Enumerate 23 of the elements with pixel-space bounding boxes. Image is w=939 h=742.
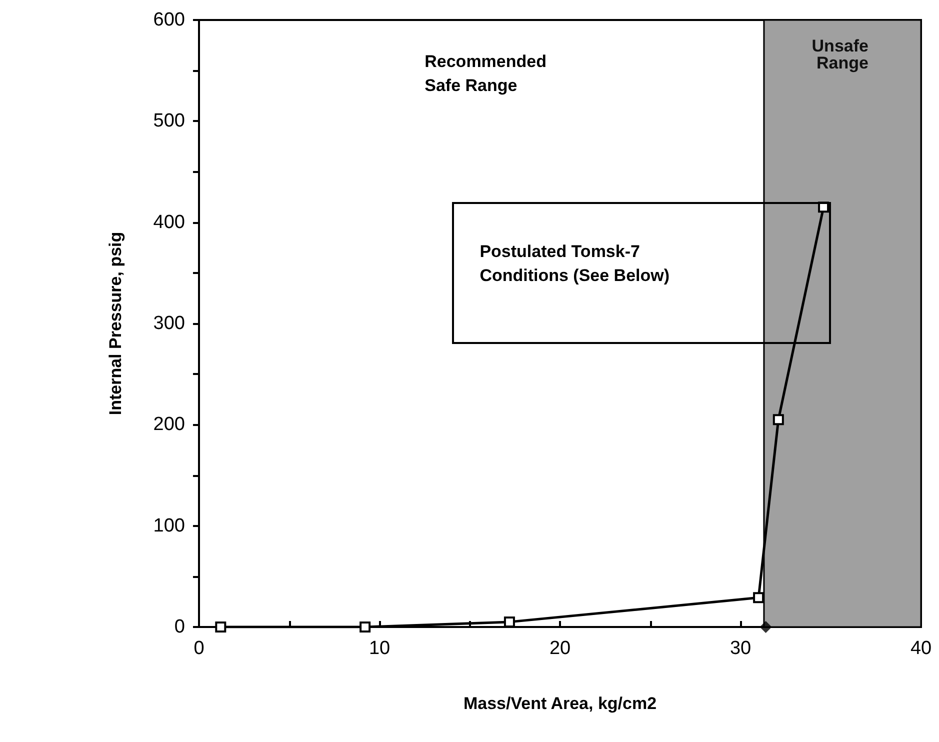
point — [760, 621, 772, 633]
y-tick-label: 600 — [153, 10, 185, 30]
y-tick-label: 400 — [153, 212, 185, 233]
point — [753, 592, 764, 604]
x-tick-label: 0 — [194, 638, 204, 659]
y-tick-label: 200 — [153, 414, 185, 436]
band-label: Unsafe Range — [812, 36, 874, 72]
y-tick-label: 500 — [153, 110, 185, 132]
x-tick-label: 20 — [549, 638, 571, 659]
x-axis-title: Mass/Vent Area, kg/cm2 — [463, 694, 657, 713]
x-tick-label: 40 — [910, 638, 932, 659]
point — [215, 622, 226, 632]
y-axis-title: Internal Pressure, psig — [106, 232, 125, 416]
y-tick-label: 300 — [153, 313, 185, 334]
y-tick-label: 0 — [174, 616, 185, 638]
x-tick-label: 10 — [368, 638, 390, 659]
annotation: Postulated Tomsk-7 Conditions (See Below) — [480, 241, 671, 288]
x-tick-label: 30 — [730, 638, 752, 659]
y-tick-label: 100 — [153, 515, 185, 536]
point — [772, 414, 784, 426]
annotation: Recommended Safe Range — [424, 51, 548, 98]
point — [504, 616, 515, 628]
point — [360, 622, 371, 632]
